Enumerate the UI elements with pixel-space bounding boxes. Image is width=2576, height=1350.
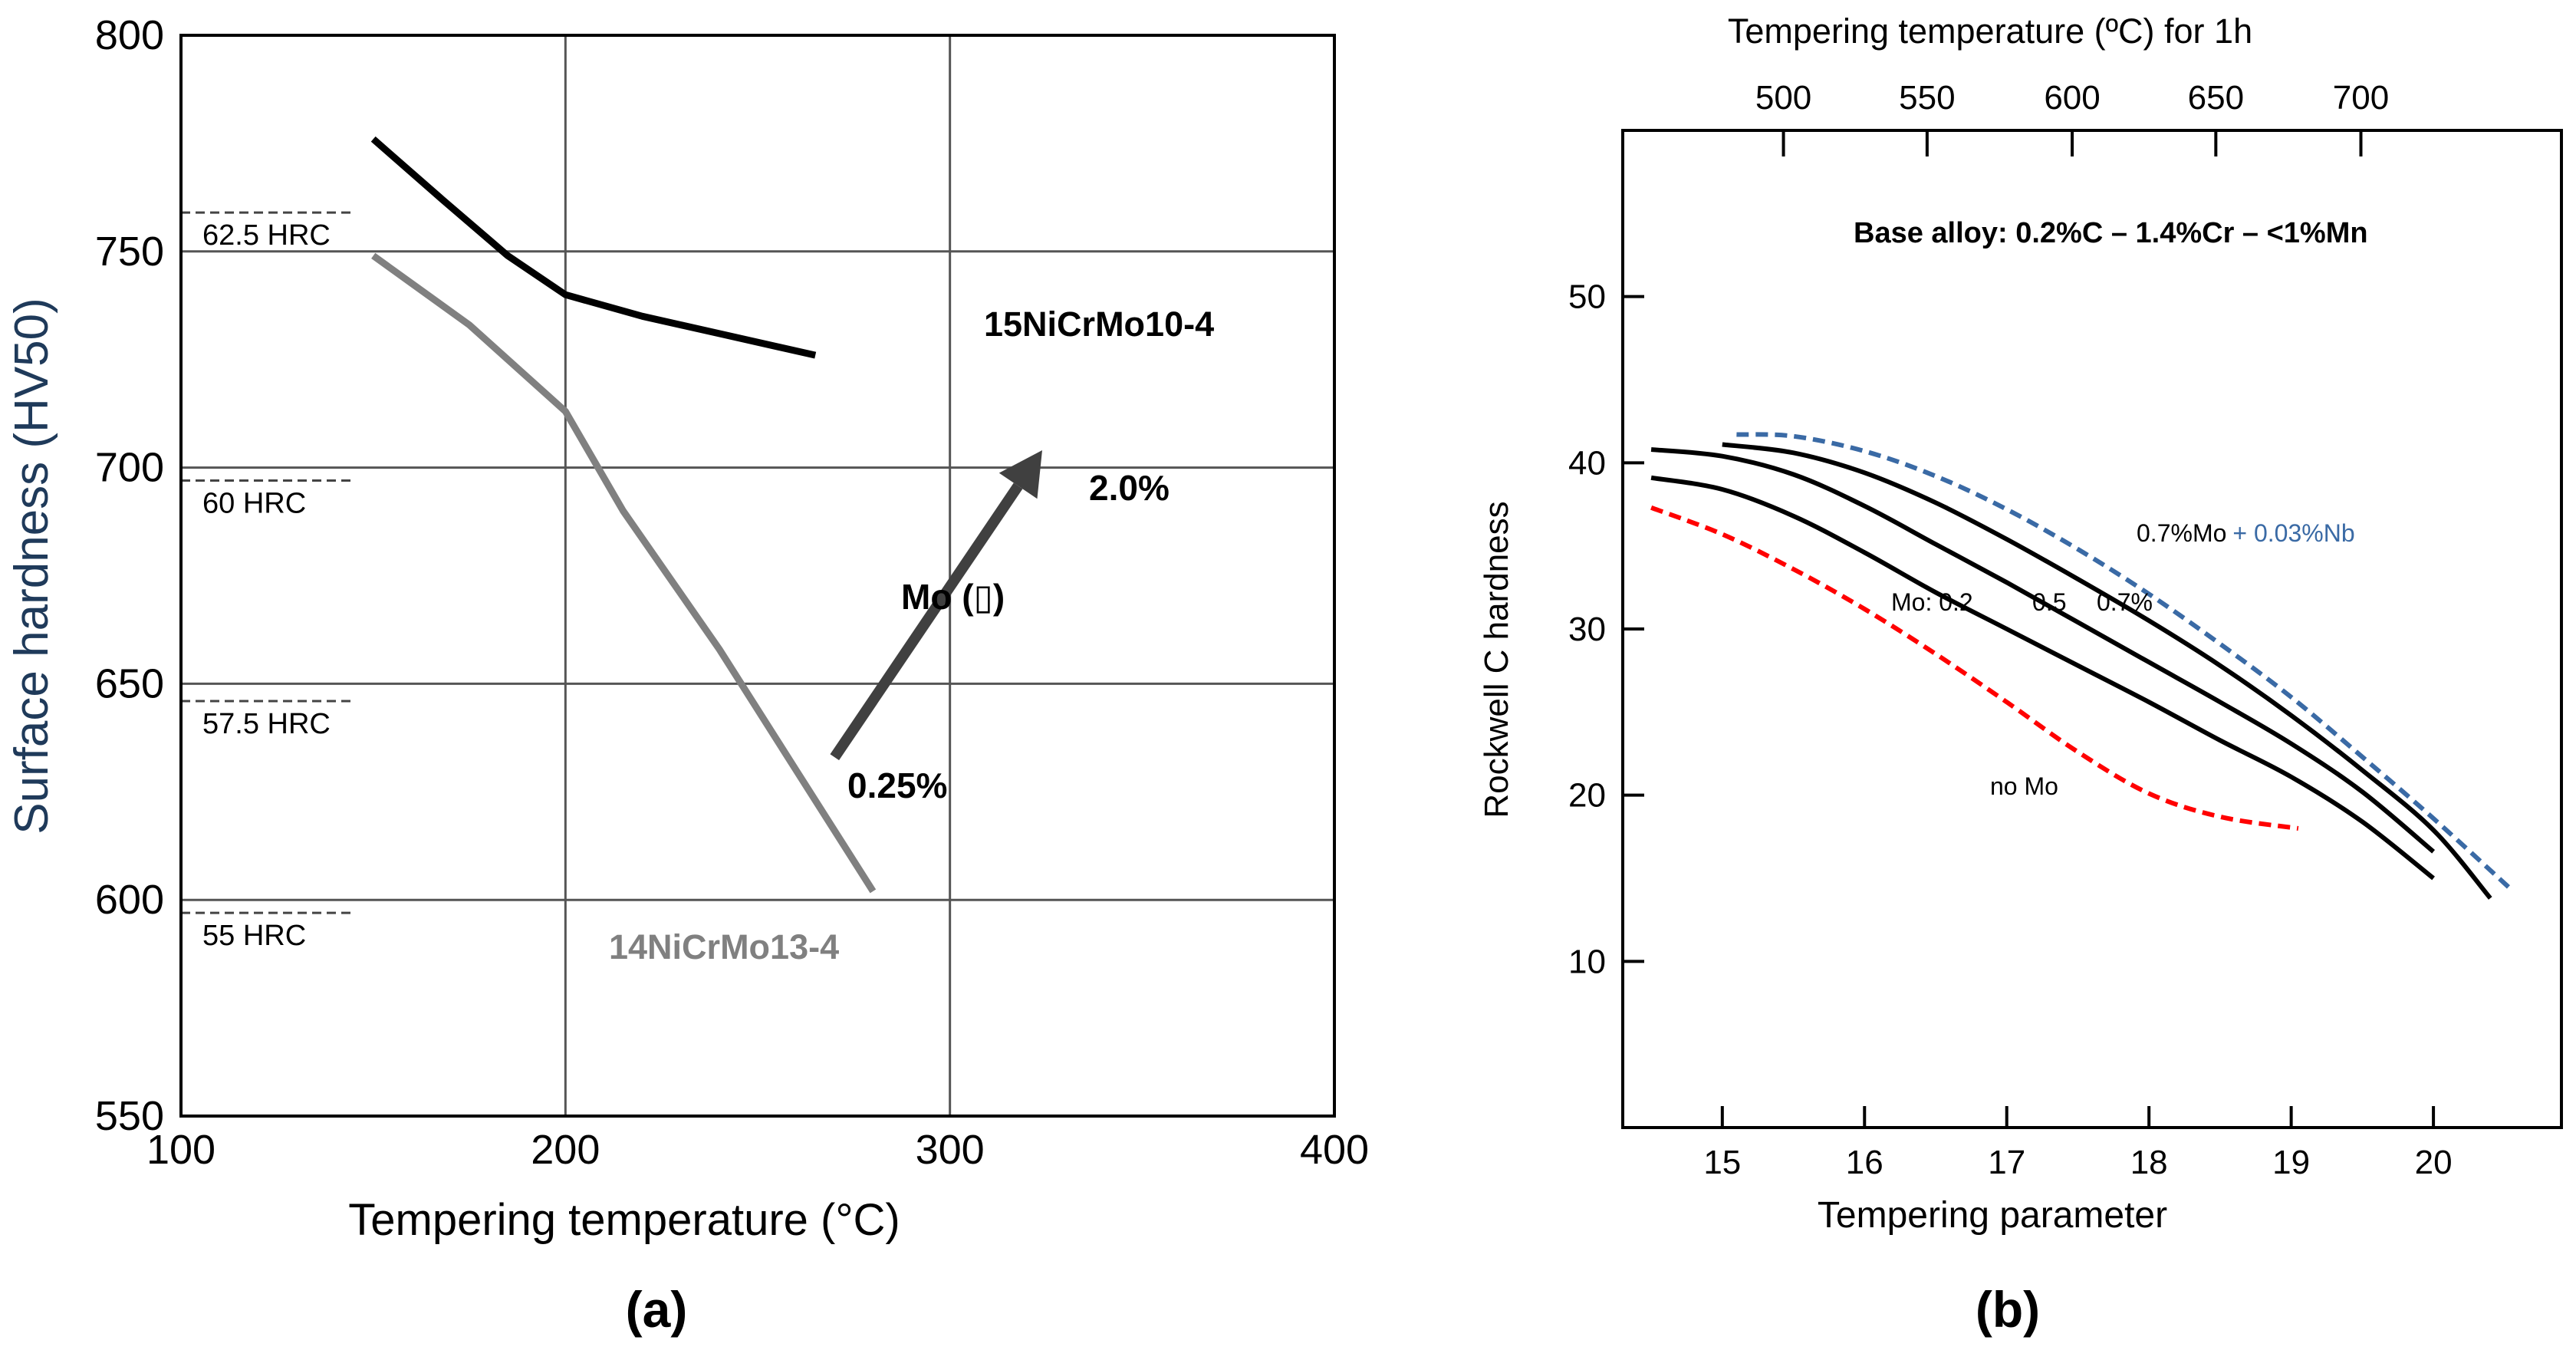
y-tick-label: 700 xyxy=(95,445,164,491)
series-line-14nicrmo13-4 xyxy=(371,252,877,894)
series-group xyxy=(1650,432,2514,900)
plot-frame xyxy=(179,34,1336,1118)
top-x-ticks: 500 550 600 650 700 xyxy=(1755,79,2389,156)
x-axis-label: Tempering parameter xyxy=(1818,1195,2167,1236)
x-tick-label: 100 xyxy=(146,1127,215,1173)
x-tick-label: 15 xyxy=(1703,1144,1741,1181)
series-group xyxy=(370,136,877,894)
panel-label-b: (b) xyxy=(1976,1281,2040,1338)
x-tick-label: 19 xyxy=(2272,1144,2310,1181)
series-label-14NiCrMo13-4: 14NiCrMo13-4 xyxy=(609,927,839,966)
y-axis-label: Surface hardness (HV50) xyxy=(5,298,58,835)
series-line-0-2 xyxy=(1650,475,2435,881)
x-tick-label: 16 xyxy=(1846,1144,1883,1181)
series-line-no-mo xyxy=(1650,505,2299,831)
top-tick-label: 600 xyxy=(2044,79,2100,117)
y-tick-label: 750 xyxy=(95,229,164,275)
x-tick-label: 200 xyxy=(531,1127,600,1173)
nb-label: 0.7%Mo + 0.03%Nb xyxy=(2137,519,2355,547)
y-tick-label: 650 xyxy=(95,660,164,706)
mo-content-label: Mo: 0.2 0.5 0.7% xyxy=(1891,588,2153,616)
top-axis-label: Tempering temperature (ºC) for 1h xyxy=(1728,12,2252,51)
y-ticks: 10 20 30 40 50 xyxy=(1568,278,1644,980)
hrc-label: 57.5 HRC xyxy=(202,708,331,740)
y-tick-label: 40 xyxy=(1568,444,1606,482)
top-tick-label: 500 xyxy=(1755,79,1811,117)
top-tick-label: 700 xyxy=(2333,79,2389,117)
y-tick-label: 800 xyxy=(95,12,164,58)
x-tick-label: 300 xyxy=(916,1127,985,1173)
y-tick-label: 550 xyxy=(95,1093,164,1139)
top-tick-label: 650 xyxy=(2188,79,2244,117)
mo-end-label: 2.0% xyxy=(1089,468,1170,508)
x-tick-label: 20 xyxy=(2415,1144,2453,1181)
grid-lines xyxy=(181,35,1334,1116)
hrc-label: 60 HRC xyxy=(202,488,306,520)
x-ticks: 15 16 17 18 19 20 xyxy=(1703,1106,2453,1181)
hrc-label: 55 HRC xyxy=(202,920,306,952)
mo-arrow-label: Mo (▯) xyxy=(901,577,1005,617)
top-tick-label: 550 xyxy=(1899,79,1955,117)
x-axis-label: Tempering temperature (°C) xyxy=(348,1195,900,1245)
x-tick-label: 18 xyxy=(2130,1144,2168,1181)
y-tick-label: 30 xyxy=(1568,611,1606,648)
chart-title: Base alloy: 0.2%C – 1.4%Cr – <1%Mn xyxy=(1854,217,2368,249)
x-tick-label: 17 xyxy=(1988,1144,2025,1181)
mo-start-label: 0.25% xyxy=(847,766,947,805)
series-line-15nicrmo10-4 xyxy=(370,136,817,359)
no-mo-label: no Mo xyxy=(1990,772,2058,800)
chart-panel-a: 62.5 HRC 60 HRC 57.5 HRC 55 HRC 100 200 300 40… xyxy=(5,12,1369,1338)
y-tick-label: 50 xyxy=(1568,278,1606,316)
x-tick-label: 400 xyxy=(1300,1127,1369,1173)
hrc-reference-lines: 62.5 HRC 60 HRC 57.5 HRC 55 HRC xyxy=(181,211,354,952)
y-axis-label: Rockwell C hardness xyxy=(1478,501,1515,818)
series-line-0-7 xyxy=(1722,442,2492,900)
series-line-0-7-mo-0-03-nb xyxy=(1736,432,2514,892)
y-tick-labels: 550 600 650 700 750 800 xyxy=(95,12,164,1139)
series-label-15NiCrMo10-4: 15NiCrMo10-4 xyxy=(984,305,1214,344)
panel-label-a: (a) xyxy=(626,1281,688,1338)
hrc-label: 62.5 HRC xyxy=(202,219,331,252)
y-tick-label: 600 xyxy=(95,877,164,923)
y-tick-label: 20 xyxy=(1568,777,1606,815)
mo-increase-arrow xyxy=(830,450,1042,761)
y-tick-label: 10 xyxy=(1568,943,1606,980)
x-tick-labels: 100 200 300 400 xyxy=(146,1127,1369,1173)
series-line-0-5 xyxy=(1650,447,2436,854)
